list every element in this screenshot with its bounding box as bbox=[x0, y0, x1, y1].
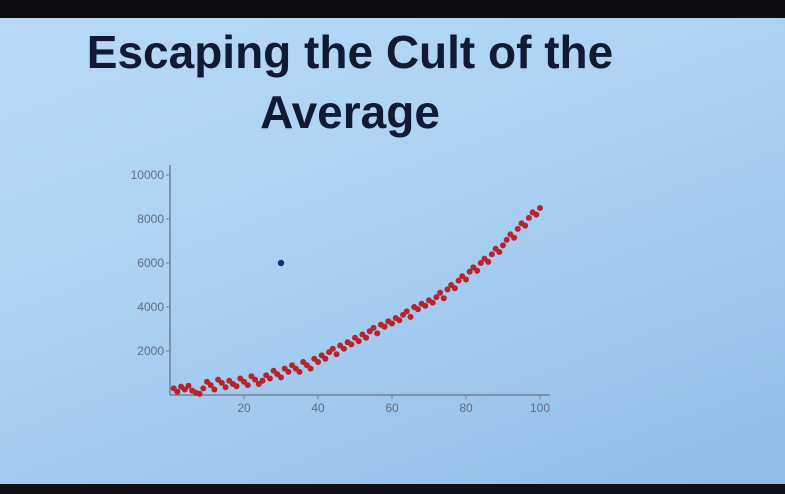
y-tick-label: 4000 bbox=[137, 300, 164, 314]
data-point bbox=[207, 382, 214, 389]
data-point bbox=[174, 388, 181, 395]
data-point bbox=[477, 260, 484, 266]
data-point bbox=[259, 377, 266, 384]
data-point bbox=[414, 306, 421, 313]
data-point bbox=[218, 379, 225, 386]
data-point bbox=[329, 345, 336, 352]
data-point bbox=[200, 385, 207, 392]
data-point bbox=[403, 308, 410, 315]
data-point bbox=[437, 289, 444, 296]
data-point bbox=[374, 330, 381, 337]
slide-title: Escaping the Cult of the Average bbox=[86, 26, 614, 138]
data-point bbox=[455, 277, 462, 284]
data-point bbox=[503, 236, 510, 243]
data-point bbox=[422, 302, 429, 309]
y-tick-label: 8000 bbox=[137, 212, 164, 226]
data-point bbox=[433, 294, 440, 301]
data-point bbox=[522, 222, 529, 229]
data-point bbox=[381, 323, 388, 330]
data-point bbox=[500, 242, 506, 249]
data-point bbox=[370, 324, 377, 331]
data-point bbox=[466, 268, 473, 275]
data-point bbox=[429, 299, 436, 306]
data-point bbox=[440, 295, 447, 302]
data-point bbox=[340, 345, 347, 352]
data-point bbox=[444, 286, 451, 293]
x-tick-label: 100 bbox=[530, 401, 550, 415]
scatter-chart: 20 40 60 80 100 2000 4000 6000 8000 10000 bbox=[131, 165, 550, 415]
data-point bbox=[355, 338, 362, 345]
data-point bbox=[333, 351, 340, 358]
presentation-slide: Escaping the Cult of the Average 20 40 60 8… bbox=[0, 18, 785, 484]
screen-bottom-bar bbox=[0, 484, 785, 494]
y-tick-label: 2000 bbox=[137, 344, 164, 358]
data-point bbox=[514, 225, 521, 232]
data-points bbox=[170, 205, 543, 397]
x-tick-label: 20 bbox=[237, 401, 251, 415]
data-point bbox=[196, 390, 203, 397]
data-point bbox=[348, 341, 355, 348]
data-point bbox=[451, 285, 458, 292]
x-tick-label: 40 bbox=[311, 401, 325, 415]
data-point bbox=[496, 249, 503, 255]
data-point bbox=[315, 359, 321, 365]
data-point bbox=[533, 211, 540, 218]
data-point bbox=[211, 386, 218, 393]
data-point bbox=[474, 267, 481, 274]
data-point bbox=[488, 251, 495, 258]
data-point bbox=[222, 384, 229, 391]
data-point bbox=[285, 368, 292, 375]
data-point bbox=[363, 334, 370, 341]
data-point bbox=[296, 368, 303, 375]
data-point bbox=[181, 386, 188, 393]
y-ticks: 2000 4000 6000 8000 10000 bbox=[131, 168, 170, 358]
data-point bbox=[266, 375, 273, 382]
data-point bbox=[244, 382, 251, 389]
data-point bbox=[322, 355, 329, 362]
data-point bbox=[252, 376, 259, 383]
data-point bbox=[525, 214, 532, 221]
x-tick-label: 60 bbox=[385, 401, 399, 415]
data-point bbox=[407, 313, 414, 320]
x-ticks: 20 40 60 80 100 bbox=[237, 395, 550, 415]
outlier-point bbox=[277, 259, 285, 267]
data-point bbox=[185, 382, 192, 389]
data-point bbox=[463, 276, 469, 283]
data-point bbox=[233, 383, 240, 390]
data-point bbox=[307, 365, 314, 372]
data-point bbox=[278, 374, 284, 381]
y-tick-label: 6000 bbox=[137, 256, 164, 270]
data-point bbox=[511, 234, 518, 241]
data-point bbox=[537, 205, 543, 211]
data-point bbox=[396, 317, 403, 324]
x-tick-label: 80 bbox=[459, 401, 473, 415]
screen-top-bar bbox=[0, 0, 785, 18]
y-tick-label: 10000 bbox=[131, 168, 165, 182]
data-point bbox=[389, 320, 395, 327]
data-point bbox=[485, 258, 492, 265]
